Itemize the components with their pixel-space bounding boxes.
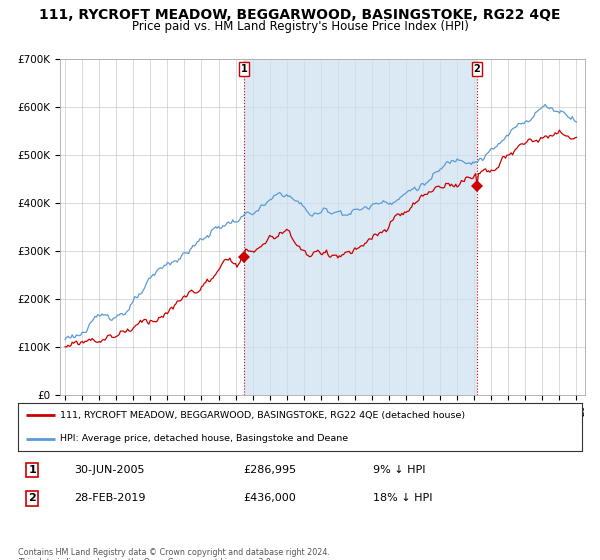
Text: 28-FEB-2019: 28-FEB-2019: [74, 493, 146, 503]
Text: £286,995: £286,995: [244, 465, 297, 475]
Text: 1: 1: [241, 64, 247, 74]
Text: 9% ↓ HPI: 9% ↓ HPI: [373, 465, 426, 475]
Text: 2: 2: [473, 64, 481, 74]
Text: 111, RYCROFT MEADOW, BEGGARWOOD, BASINGSTOKE, RG22 4QE: 111, RYCROFT MEADOW, BEGGARWOOD, BASINGS…: [39, 8, 561, 22]
Text: Price paid vs. HM Land Registry's House Price Index (HPI): Price paid vs. HM Land Registry's House …: [131, 20, 469, 33]
Text: HPI: Average price, detached house, Basingstoke and Deane: HPI: Average price, detached house, Basi…: [60, 435, 349, 444]
Text: Contains HM Land Registry data © Crown copyright and database right 2024.
This d: Contains HM Land Registry data © Crown c…: [18, 548, 330, 560]
Text: 111, RYCROFT MEADOW, BEGGARWOOD, BASINGSTOKE, RG22 4QE (detached house): 111, RYCROFT MEADOW, BEGGARWOOD, BASINGS…: [60, 410, 466, 419]
Text: 1: 1: [28, 465, 36, 475]
Bar: [244, 59, 477, 395]
Text: £436,000: £436,000: [244, 493, 296, 503]
Text: 30-JUN-2005: 30-JUN-2005: [74, 465, 145, 475]
Text: 18% ↓ HPI: 18% ↓ HPI: [373, 493, 433, 503]
Text: 2: 2: [28, 493, 36, 503]
